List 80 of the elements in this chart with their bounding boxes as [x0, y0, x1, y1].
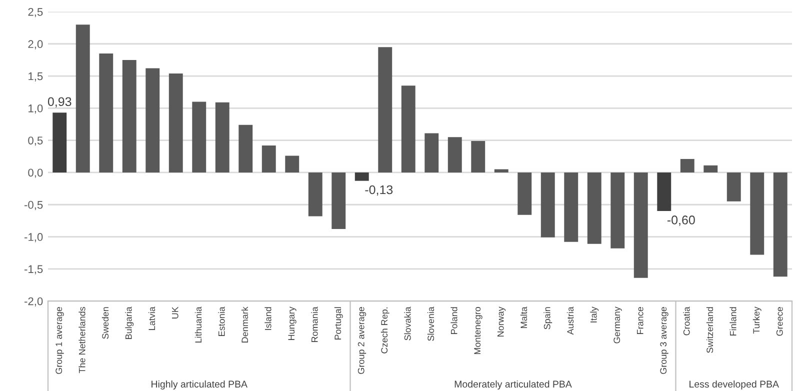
- bar: [168, 73, 183, 172]
- x-tick-label: Latvia: [148, 306, 156, 330]
- x-tick-label: Slovenia: [427, 306, 434, 341]
- bar: [634, 172, 648, 278]
- bar: [704, 165, 718, 172]
- x-tick-label: Norway: [498, 306, 506, 336]
- bar: [354, 172, 369, 181]
- x-tick-label: Group 3 average: [660, 307, 668, 374]
- x-tick-label: The Netherlands: [78, 306, 86, 374]
- bar: [750, 172, 764, 255]
- bar: [192, 102, 206, 172]
- bar: [680, 158, 694, 172]
- x-tick-label: Denmark: [241, 306, 248, 343]
- x-tick-label: Romania: [311, 306, 318, 342]
- x-tick-label: Poland: [450, 307, 458, 334]
- y-tick-label: -2,0: [24, 297, 43, 307]
- bar: [285, 156, 300, 172]
- y-tick-label: 1,0: [28, 104, 43, 114]
- x-tick-label: Switzerland: [706, 307, 714, 353]
- x-tick-label: Sweden: [102, 307, 109, 339]
- bar: [262, 145, 276, 172]
- bar: [587, 172, 602, 244]
- y-tick-label: -1,0: [24, 233, 43, 242]
- x-tick-label: France: [637, 307, 644, 334]
- bar: [471, 140, 486, 172]
- bar: [99, 54, 114, 172]
- x-tick-label: Malta: [520, 306, 528, 328]
- x-tick-label: Italy: [590, 306, 599, 322]
- bar: [52, 112, 67, 172]
- bar: [308, 172, 322, 216]
- x-tick-label: Finland: [730, 307, 736, 336]
- x-tick-label: Group 2 average: [358, 307, 366, 374]
- text: Moderately articulated PBA: [454, 380, 572, 390]
- bar: [564, 172, 578, 242]
- data-label: -0,13: [365, 185, 393, 196]
- x-tick-label: Estonia: [218, 306, 225, 336]
- y-tick-label: 2,0: [28, 40, 43, 50]
- bar: [726, 172, 741, 202]
- x-tick-label: Spain: [544, 307, 552, 330]
- x-tick-label: Montenegro: [474, 307, 482, 354]
- text: Highly articulated PBA: [152, 380, 248, 390]
- bar: [494, 169, 508, 172]
- data-label: -0,60: [667, 216, 695, 226]
- y-tick-label: 2,5: [28, 8, 43, 18]
- x-tick-label: Czech Rep.: [380, 307, 390, 354]
- bar: [540, 172, 555, 238]
- x-tick-label: Greece: [776, 307, 783, 336]
- bar: [773, 172, 788, 277]
- bar: [401, 86, 416, 172]
- bar: [378, 47, 392, 172]
- bar: [332, 172, 346, 230]
- bar: [215, 102, 230, 172]
- x-tick-label: Lithuania: [194, 306, 202, 343]
- x-tick-label: Germany: [614, 306, 622, 344]
- x-tick-label: Turkey: [752, 306, 762, 334]
- x-tick-label: Island: [264, 307, 272, 330]
- bar: [518, 172, 532, 215]
- x-tick-label: UK: [172, 306, 178, 318]
- x-tick-label: Austria: [566, 306, 574, 335]
- y-tick-label: 1,5: [28, 72, 43, 82]
- bar: [657, 172, 672, 212]
- bar: [424, 133, 439, 172]
- x-tick-label: Slovakia: [404, 306, 411, 340]
- y-tick-label: -0,5: [24, 200, 43, 210]
- x-tick-label: Croatia: [683, 306, 690, 336]
- bar: [448, 137, 462, 172]
- x-tick-label: Hungary: [288, 306, 296, 340]
- bar: [610, 172, 625, 248]
- bar: [146, 68, 160, 172]
- x-tick-label: Bulgaria: [125, 306, 134, 340]
- data-label: 0,93: [48, 97, 72, 108]
- x-tick-label: Portugal: [334, 307, 343, 340]
- text: Less developed PBA: [690, 380, 779, 390]
- y-tick-label: 0,5: [28, 136, 43, 146]
- bar: [76, 24, 90, 172]
- bar: [238, 124, 253, 172]
- x-tick-label: Group 1 average: [56, 307, 64, 374]
- bar: [122, 60, 136, 172]
- y-tick-label: -1,5: [24, 265, 43, 274]
- y-tick-label: 0,0: [28, 168, 43, 178]
